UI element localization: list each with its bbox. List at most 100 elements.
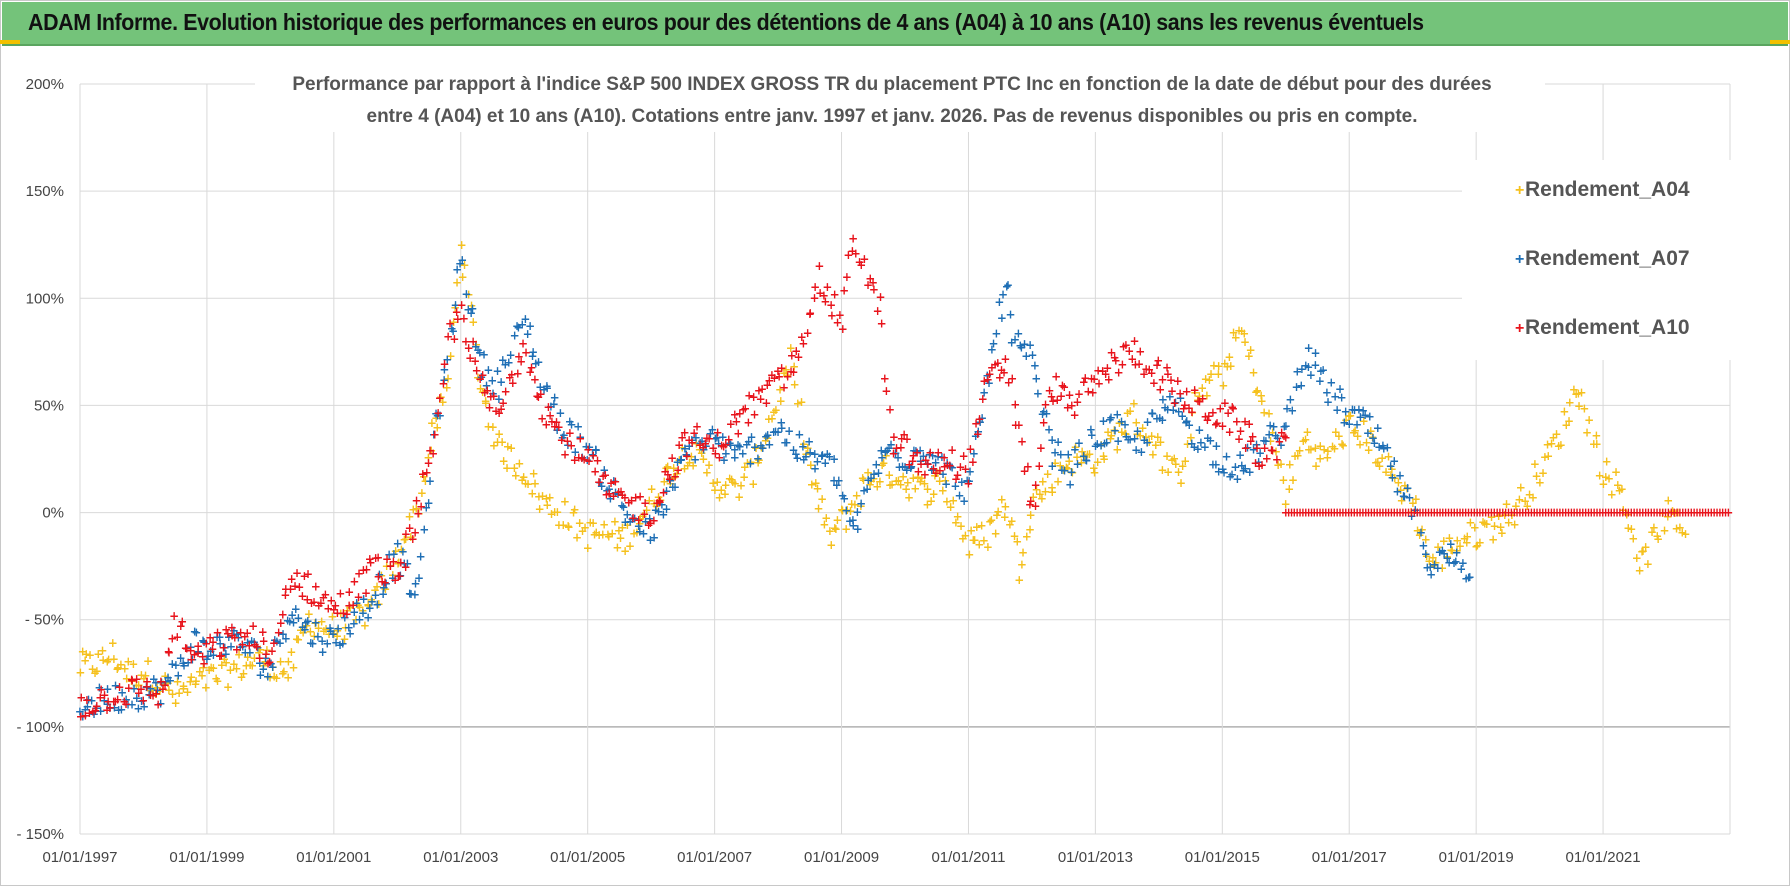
data-point-a04: + (340, 620, 350, 634)
data-point-a04: + (807, 478, 817, 492)
data-point-a07: + (1044, 423, 1054, 437)
data-point-a04: + (1471, 539, 1481, 553)
data-point-a10: + (82, 693, 92, 707)
data-point-a10: + (575, 431, 585, 445)
data-point-a10: + (508, 376, 518, 390)
data-point-a10: + (1621, 506, 1631, 520)
y-tick-label: 200% (26, 76, 64, 93)
data-point-a04: + (234, 647, 244, 661)
data-point-a04: + (910, 481, 920, 495)
data-point-a04: + (75, 666, 85, 680)
data-point-a10: + (724, 432, 734, 446)
data-point-a04: + (1163, 465, 1173, 479)
data-point-a04: + (143, 654, 153, 668)
data-point-a10: + (1338, 506, 1348, 520)
data-point-a04: + (930, 469, 940, 483)
data-point-a10: + (181, 641, 191, 655)
data-point-a07: + (136, 694, 146, 708)
data-point-a10: + (814, 259, 824, 273)
data-point-a07: + (303, 614, 313, 628)
data-point-a07: + (549, 397, 559, 411)
data-point-a10: + (115, 680, 125, 694)
data-point-a07: + (670, 480, 680, 494)
data-point-a04: + (262, 643, 272, 657)
data-point-a04: + (431, 411, 441, 425)
data-point-a07: + (293, 611, 303, 625)
data-point-a07: + (487, 374, 497, 388)
data-point-a07: + (1065, 477, 1075, 491)
data-point-a10: + (1083, 384, 1093, 398)
data-point-a10: + (1449, 506, 1459, 520)
data-point-a04: + (1373, 455, 1383, 469)
data-point-a04: + (974, 538, 984, 552)
data-point-a10: + (983, 372, 993, 386)
data-point-a10: + (276, 616, 286, 630)
data-point-a10: + (550, 419, 560, 433)
data-point-a10: + (1281, 431, 1291, 445)
data-point-a04: + (1383, 449, 1393, 463)
data-point-a10: + (1701, 506, 1711, 520)
data-point-a10: + (1212, 416, 1222, 430)
data-point-a04: + (1234, 324, 1244, 338)
data-point-a04: + (1334, 429, 1344, 443)
data-point-a10: + (1065, 388, 1075, 402)
data-point-a10: + (1326, 506, 1336, 520)
data-point-a10: + (1036, 441, 1046, 455)
data-point-a07: + (653, 504, 663, 518)
data-point-a10: + (1227, 400, 1237, 414)
data-point-a10: + (433, 406, 443, 420)
data-point-a04: + (1117, 425, 1127, 439)
data-point-a10: + (863, 278, 873, 292)
data-point-a07: + (1387, 470, 1397, 484)
data-point-a10: + (1101, 367, 1111, 381)
data-point-a07: + (1099, 437, 1109, 451)
data-point-a10: + (1592, 506, 1602, 520)
data-point-a04: + (1413, 523, 1423, 537)
data-point-a04: + (1353, 429, 1363, 443)
data-point-a04: + (852, 489, 862, 503)
data-point-a10: + (303, 567, 313, 581)
data-point-a07: + (144, 688, 154, 702)
data-point-a04: + (935, 474, 945, 488)
data-point-a07: + (1425, 560, 1435, 574)
data-point-a10: + (916, 457, 926, 471)
data-point-a04: + (420, 474, 430, 488)
data-point-a10: + (365, 552, 375, 566)
data-point-a04: + (81, 647, 91, 661)
data-point-a10: + (388, 555, 398, 569)
data-point-a10: + (921, 453, 931, 467)
data-point-a10: + (761, 396, 771, 410)
data-point-a10: + (783, 370, 793, 384)
data-point-a04: + (1014, 573, 1024, 587)
data-point-a10: + (223, 627, 233, 641)
data-point-a10: + (1318, 506, 1328, 520)
data-point-a10: + (1215, 402, 1225, 416)
data-point-a10: + (533, 390, 543, 404)
data-point-a04: + (578, 524, 588, 538)
data-point-a07: + (261, 651, 271, 665)
data-point-a10: + (859, 252, 869, 266)
data-point-a07: + (492, 364, 502, 378)
data-point-a04: + (1367, 430, 1377, 444)
data-point-a04: + (683, 458, 693, 472)
data-point-a04: + (506, 441, 516, 455)
data-point-a04: + (313, 621, 323, 635)
data-point-a10: + (1572, 506, 1582, 520)
data-point-a07: + (467, 301, 477, 315)
data-point-a07: + (1218, 462, 1228, 476)
data-point-a07: + (597, 479, 607, 493)
data-point-a10: + (1098, 364, 1108, 378)
data-point-a10: + (1158, 373, 1168, 387)
data-point-a07: + (933, 449, 943, 463)
data-point-a10: + (1495, 506, 1505, 520)
data-point-a10: + (1034, 459, 1044, 473)
data-point-a04: + (558, 518, 568, 532)
data-point-a07: + (799, 452, 809, 466)
data-point-a04: + (1214, 359, 1224, 373)
data-point-a07: + (455, 256, 465, 270)
data-point-a10: + (1501, 506, 1511, 520)
data-point-a04: + (141, 669, 151, 683)
data-point-a10: + (314, 599, 324, 613)
data-point-a07: + (1007, 335, 1017, 349)
data-point-a04: + (1319, 442, 1329, 456)
